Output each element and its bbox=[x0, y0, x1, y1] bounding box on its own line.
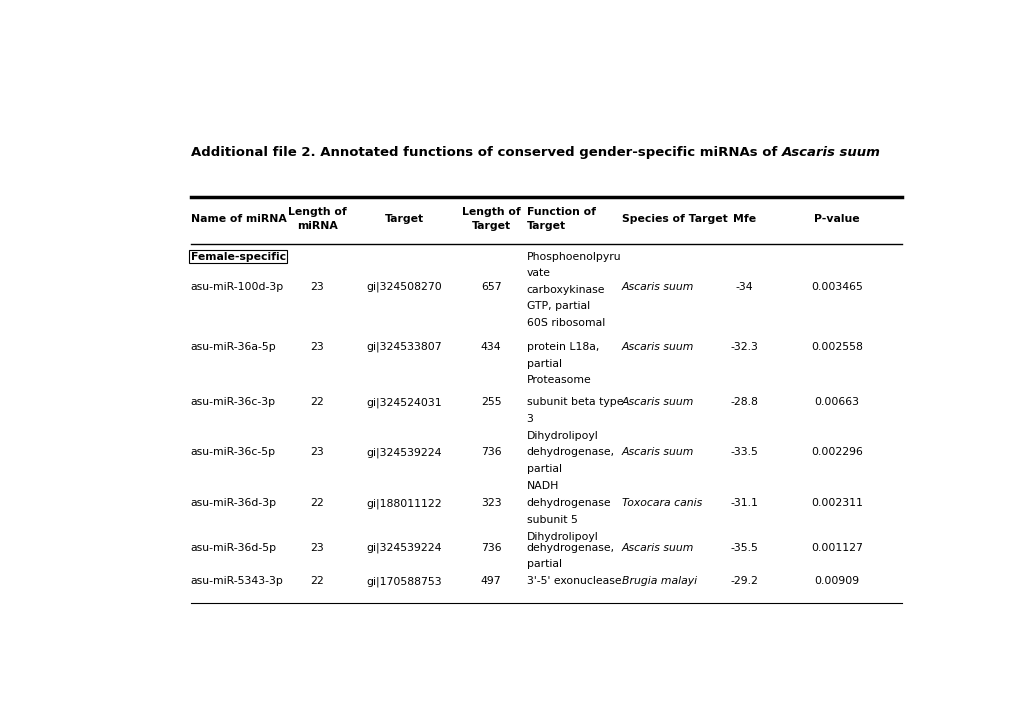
Text: 657: 657 bbox=[480, 282, 501, 292]
Text: 323: 323 bbox=[480, 498, 501, 508]
Text: partial: partial bbox=[526, 559, 561, 570]
Text: 0.002296: 0.002296 bbox=[810, 447, 862, 457]
Text: asu-miR-36d-5p: asu-miR-36d-5p bbox=[191, 543, 276, 553]
Text: Species of Target: Species of Target bbox=[621, 215, 727, 225]
Text: partial: partial bbox=[526, 464, 561, 474]
Text: Phosphoenolpyru: Phosphoenolpyru bbox=[526, 251, 621, 261]
Text: 60S ribosomal: 60S ribosomal bbox=[526, 318, 604, 328]
Text: vate: vate bbox=[526, 269, 550, 278]
Text: Ascaris suum: Ascaris suum bbox=[621, 447, 693, 457]
Text: 23: 23 bbox=[310, 342, 324, 352]
Text: Length of
miRNA: Length of miRNA bbox=[287, 207, 346, 231]
Text: -29.2: -29.2 bbox=[730, 577, 757, 587]
Text: Ascaris suum: Ascaris suum bbox=[621, 397, 693, 408]
Text: 434: 434 bbox=[480, 342, 501, 352]
Text: gi|324533807: gi|324533807 bbox=[366, 342, 441, 352]
Text: 0.002311: 0.002311 bbox=[810, 498, 862, 508]
Text: GTP, partial: GTP, partial bbox=[526, 302, 589, 312]
Text: 22: 22 bbox=[310, 397, 324, 408]
Text: subunit beta type-: subunit beta type- bbox=[526, 397, 627, 408]
Text: Length of
Target: Length of Target bbox=[462, 207, 520, 231]
Text: Ascaris suum: Ascaris suum bbox=[621, 282, 693, 292]
Text: asu-miR-36c-5p: asu-miR-36c-5p bbox=[191, 447, 275, 457]
Text: 736: 736 bbox=[480, 543, 501, 553]
Text: -28.8: -28.8 bbox=[730, 397, 757, 408]
Text: dehydrogenase,: dehydrogenase, bbox=[526, 447, 614, 457]
Text: 736: 736 bbox=[480, 447, 501, 457]
Text: -31.1: -31.1 bbox=[730, 498, 757, 508]
Text: 0.001127: 0.001127 bbox=[810, 543, 862, 553]
Text: Toxocara canis: Toxocara canis bbox=[621, 498, 701, 508]
Text: gi|324539224: gi|324539224 bbox=[366, 542, 441, 553]
Text: gi|324539224: gi|324539224 bbox=[366, 447, 441, 457]
Text: 23: 23 bbox=[310, 447, 324, 457]
Text: Ascaris suum: Ascaris suum bbox=[621, 342, 693, 352]
Text: protein L18a,: protein L18a, bbox=[526, 342, 598, 352]
Text: -35.5: -35.5 bbox=[730, 543, 757, 553]
Text: Brugia malayi: Brugia malayi bbox=[621, 577, 696, 587]
Text: asu-miR-36d-3p: asu-miR-36d-3p bbox=[191, 498, 276, 508]
Text: dehydrogenase: dehydrogenase bbox=[526, 498, 610, 508]
Text: 0.00663: 0.00663 bbox=[814, 397, 859, 408]
Text: Name of miRNA: Name of miRNA bbox=[191, 215, 286, 225]
Text: asu-miR-5343-3p: asu-miR-5343-3p bbox=[191, 577, 283, 587]
Text: 3'-5' exonuclease: 3'-5' exonuclease bbox=[526, 577, 621, 587]
Text: Female-specific: Female-specific bbox=[191, 251, 285, 261]
Text: Additional file 2. Annotated functions of conserved gender-specific miRNAs of: Additional file 2. Annotated functions o… bbox=[191, 146, 781, 159]
Text: dehydrogenase,: dehydrogenase, bbox=[526, 543, 614, 553]
Text: NADH: NADH bbox=[526, 480, 558, 490]
Text: -32.3: -32.3 bbox=[730, 342, 757, 352]
Text: gi|324508270: gi|324508270 bbox=[366, 282, 441, 292]
Text: Mfe: Mfe bbox=[732, 215, 755, 225]
Text: 0.00909: 0.00909 bbox=[813, 577, 859, 587]
Text: Proteasome: Proteasome bbox=[526, 375, 591, 385]
Text: 22: 22 bbox=[310, 498, 324, 508]
Text: 23: 23 bbox=[310, 543, 324, 553]
Text: Target: Target bbox=[384, 215, 423, 225]
Text: 255: 255 bbox=[480, 397, 501, 408]
Text: 22: 22 bbox=[310, 577, 324, 587]
Text: subunit 5: subunit 5 bbox=[526, 515, 577, 525]
Text: 0.003465: 0.003465 bbox=[810, 282, 862, 292]
Text: gi|324524031: gi|324524031 bbox=[366, 397, 441, 408]
Text: carboxykinase: carboxykinase bbox=[526, 285, 604, 295]
Text: -33.5: -33.5 bbox=[730, 447, 757, 457]
Text: 3: 3 bbox=[526, 414, 533, 424]
Text: Ascaris suum: Ascaris suum bbox=[781, 146, 879, 159]
Text: asu-miR-100d-3p: asu-miR-100d-3p bbox=[191, 282, 283, 292]
Text: 0.002558: 0.002558 bbox=[810, 342, 862, 352]
Text: gi|188011122: gi|188011122 bbox=[366, 498, 441, 508]
Text: Function of
Target: Function of Target bbox=[526, 207, 595, 231]
Text: asu-miR-36c-3p: asu-miR-36c-3p bbox=[191, 397, 275, 408]
Text: Dihydrolipoyl: Dihydrolipoyl bbox=[526, 531, 598, 541]
Text: -34: -34 bbox=[735, 282, 752, 292]
Text: gi|170588753: gi|170588753 bbox=[366, 576, 441, 587]
Text: partial: partial bbox=[526, 359, 561, 369]
Text: asu-miR-36a-5p: asu-miR-36a-5p bbox=[191, 342, 276, 352]
Text: 23: 23 bbox=[310, 282, 324, 292]
Text: Dihydrolipoyl: Dihydrolipoyl bbox=[526, 431, 598, 441]
Text: 497: 497 bbox=[480, 577, 501, 587]
Text: Ascaris suum: Ascaris suum bbox=[621, 543, 693, 553]
Text: P-value: P-value bbox=[813, 215, 859, 225]
